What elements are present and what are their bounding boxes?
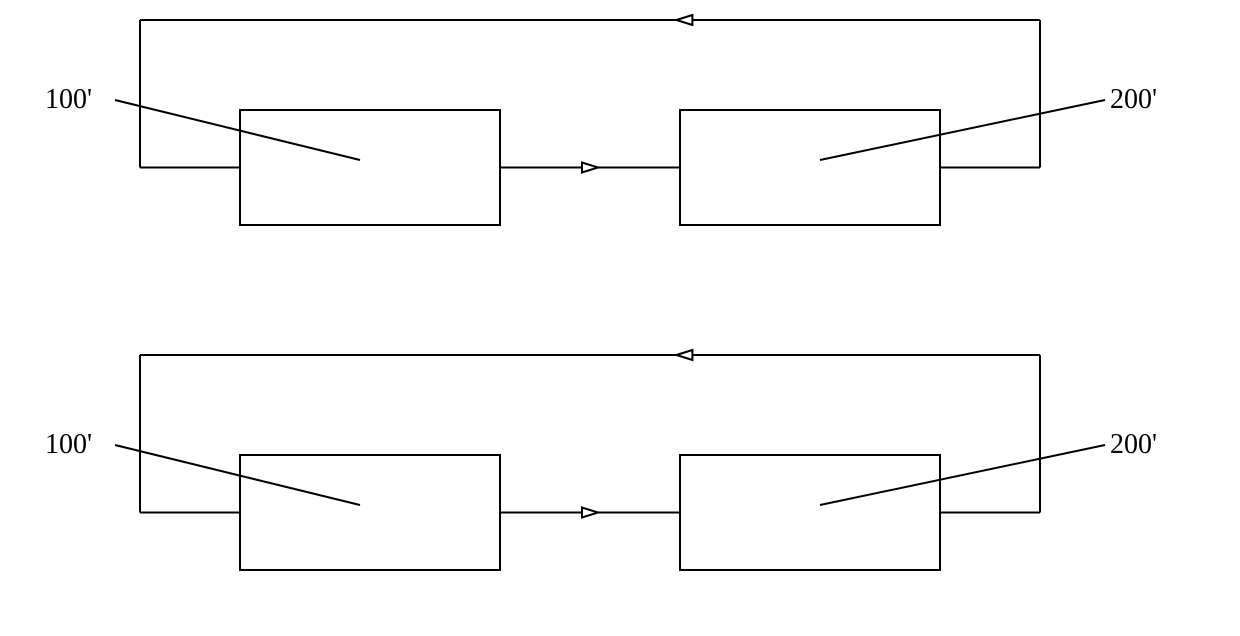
- svg-text:100': 100': [45, 84, 92, 115]
- diagram-svg: 100' 200' 100' 200': [0, 0, 1240, 631]
- svg-text:200': 200': [1110, 429, 1157, 460]
- svg-text:100': 100': [45, 429, 92, 460]
- svg-text:200': 200': [1110, 84, 1157, 115]
- block-diagram: 100' 200' 100' 200': [0, 0, 1240, 631]
